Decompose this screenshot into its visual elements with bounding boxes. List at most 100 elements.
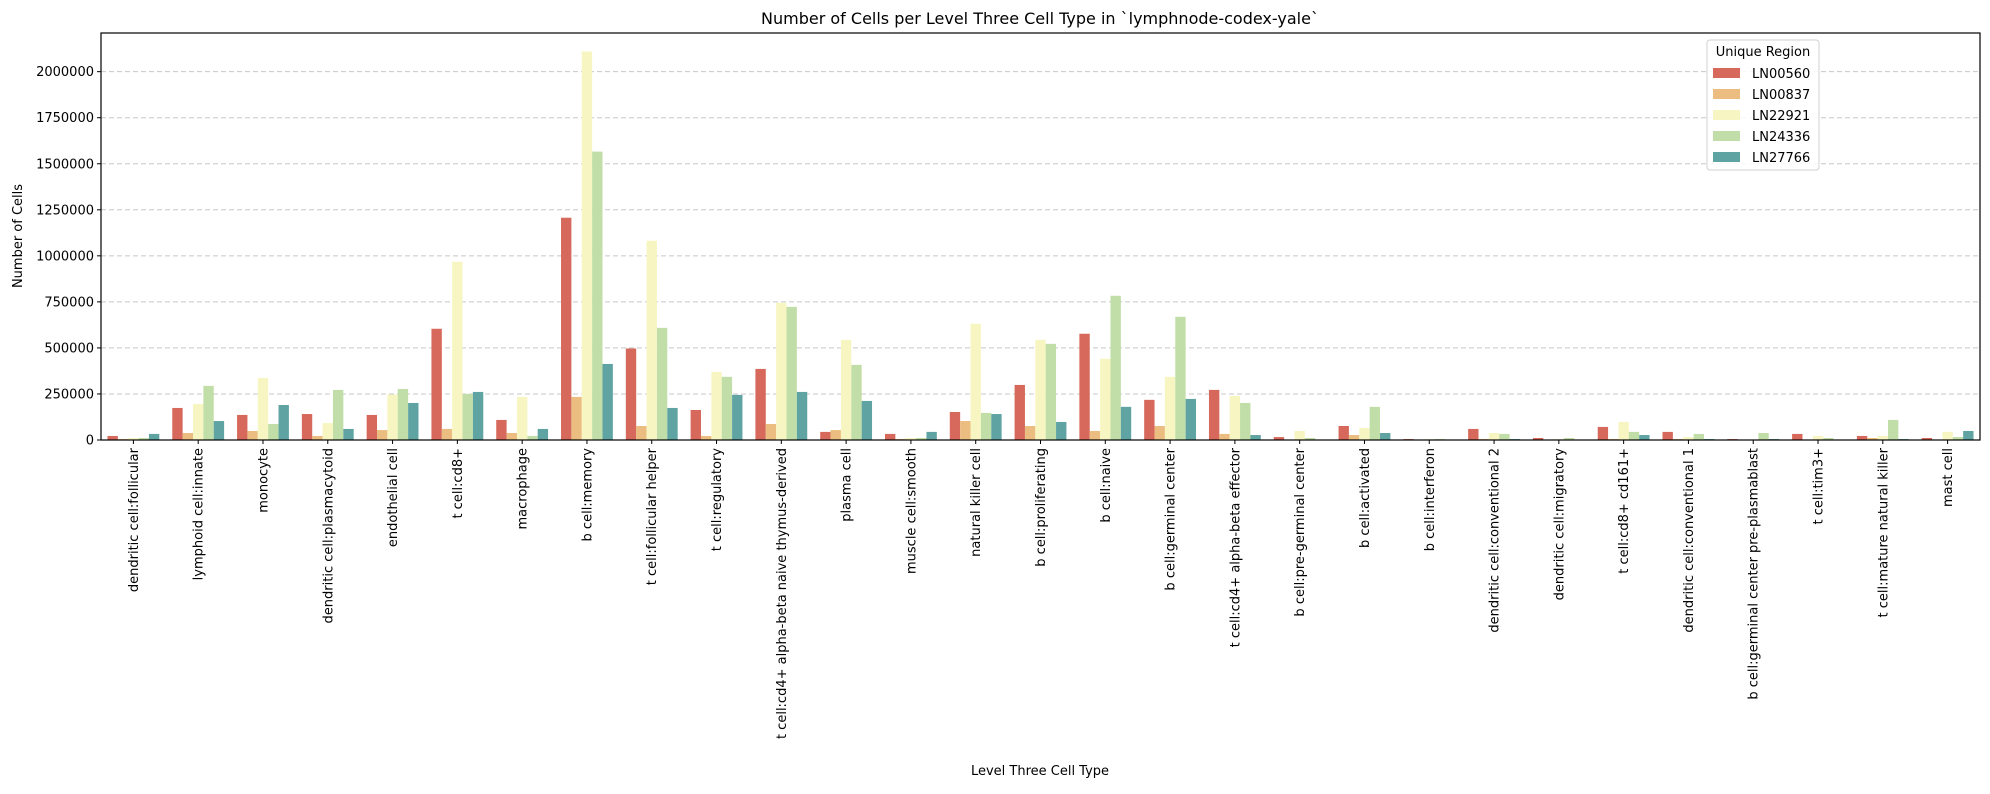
x-tick-label: t cell:cd8+	[451, 448, 466, 519]
bar-ln24336	[463, 394, 473, 440]
x-tick-label: b cell:germinal center pre-plasmablast	[1747, 448, 1762, 700]
bar-ln00560	[496, 420, 506, 440]
y-tick-label: 500000	[44, 341, 94, 356]
bar-ln00560	[1339, 426, 1349, 440]
y-tick-label: 1750000	[36, 111, 94, 126]
x-tick-label: b cell:activated	[1358, 448, 1373, 548]
bar-ln24336	[1370, 407, 1380, 440]
bar-ln27766	[279, 405, 289, 440]
bar-ln00837	[312, 436, 322, 440]
bar-ln00837	[701, 436, 711, 440]
bar-ln00837	[247, 431, 257, 440]
bar-ln00560	[1079, 334, 1089, 440]
legend-label: LN00560	[1752, 67, 1810, 82]
x-tick-label: plasma cell	[840, 448, 855, 522]
bar-ln22921	[258, 378, 268, 440]
bar-ln00837	[1219, 434, 1229, 440]
bar-ln27766	[667, 408, 677, 440]
bar-ln00560	[237, 415, 247, 440]
bar-ln00837	[183, 433, 193, 440]
legend-swatch	[1713, 131, 1740, 141]
bar-ln27766	[149, 434, 159, 440]
bar-ln00560	[1857, 436, 1867, 440]
bar-ln00837	[636, 426, 646, 440]
bar-ln22921	[1813, 436, 1823, 440]
bar-ln22921	[1230, 396, 1240, 440]
bar-ln00560	[755, 369, 765, 440]
bar-ln27766	[538, 429, 548, 440]
y-tick-label: 750000	[44, 295, 94, 310]
x-tick-label: t cell:cd4+ alpha-beta naive thymus-deri…	[775, 448, 790, 739]
bar-ln22921	[711, 372, 721, 440]
bar-ln24336	[657, 328, 667, 440]
bar-ln27766	[343, 429, 353, 440]
bar-ln22921	[1618, 422, 1628, 440]
legend-title: Unique Region	[1716, 45, 1811, 60]
bar-ln27766	[732, 395, 742, 440]
bar-ln00560	[885, 434, 895, 440]
bar-ln24336	[787, 307, 797, 440]
legend-label: LN24336	[1752, 130, 1810, 145]
bar-ln22921	[1294, 431, 1304, 440]
x-tick-label: monocyte	[256, 448, 271, 513]
legend-label: LN27766	[1752, 151, 1810, 166]
y-tick-label: 1000000	[36, 249, 94, 264]
bar-ln27766	[1250, 435, 1260, 440]
bar-ln27766	[1380, 433, 1390, 440]
x-tick-label: t cell:cd8+ cd161+	[1617, 448, 1632, 574]
bar-ln00837	[960, 421, 970, 440]
bar-ln00560	[1209, 390, 1219, 440]
bar-ln00560	[820, 432, 830, 440]
bar-ln24336	[1888, 420, 1898, 440]
x-tick-label: dendritic cell:conventional 2	[1488, 448, 1503, 633]
bar-ln00837	[507, 433, 517, 440]
bar-ln22921	[1489, 433, 1499, 440]
legend-label: LN00837	[1752, 88, 1810, 103]
bar-ln24336	[527, 436, 537, 440]
bar-ln22921	[1100, 359, 1110, 440]
legend-swatch	[1713, 89, 1740, 99]
bar-ln24336	[1175, 317, 1185, 440]
bar-ln22921	[387, 395, 397, 440]
bar-ln00560	[1468, 429, 1478, 440]
bar-ln27766	[926, 432, 936, 440]
x-tick-label: dendritic cell:migratory	[1552, 448, 1567, 601]
bar-ln00837	[1155, 426, 1165, 440]
bar-ln27766	[1186, 399, 1196, 440]
bar-ln22921	[517, 397, 527, 440]
bar-ln00837	[1349, 435, 1359, 440]
bar-ln00837	[1025, 426, 1035, 440]
x-axis-label: Level Three Cell Type	[971, 764, 1109, 779]
bar-ln22921	[1359, 428, 1369, 440]
x-tick-label: endothelial cell	[386, 448, 401, 547]
bar-ln24336	[1694, 434, 1704, 440]
legend-swatch	[1713, 110, 1740, 120]
x-tick-label: t cell:regulatory	[710, 448, 725, 552]
legend-swatch	[1713, 68, 1740, 78]
bar-ln00560	[950, 412, 960, 440]
bar-ln22921	[971, 324, 981, 440]
bar-ln00560	[172, 408, 182, 440]
bar-ln27766	[1056, 422, 1066, 440]
bar-ln24336	[1629, 432, 1639, 440]
bar-ln22921	[841, 340, 851, 440]
x-tick-label: muscle cell:smooth	[904, 448, 919, 574]
x-tick-label: b cell:interferon	[1423, 448, 1438, 551]
bar-ln22921	[193, 404, 203, 440]
bar-ln00560	[561, 218, 571, 440]
bar-ln27766	[602, 364, 612, 440]
bar-ln24336	[981, 413, 991, 440]
bar-ln22921	[452, 262, 462, 440]
bar-ln00560	[626, 348, 636, 440]
legend-label: LN22921	[1752, 109, 1810, 124]
bar-ln00560	[1598, 427, 1608, 440]
bar-ln24336	[592, 152, 602, 440]
legend-swatch	[1713, 152, 1740, 162]
x-tick-label: dendritic cell:plasmacytoid	[321, 448, 336, 623]
chart-title: Number of Cells per Level Three Cell Typ…	[761, 9, 1319, 28]
bar-ln27766	[1639, 435, 1649, 440]
bar-ln22921	[776, 303, 786, 440]
x-tick-label: b cell:pre-germinal center	[1293, 447, 1308, 616]
bar-ln00560	[367, 415, 377, 440]
